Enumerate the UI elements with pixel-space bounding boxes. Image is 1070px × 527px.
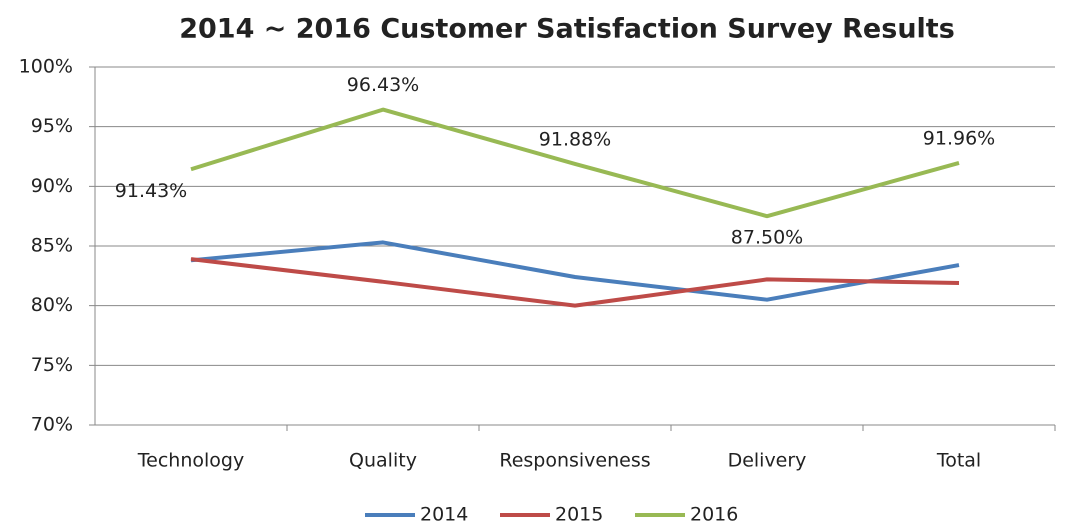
y-tick-label: 95% xyxy=(31,115,73,137)
data-label: 91.43% xyxy=(115,180,187,202)
data-label: 96.43% xyxy=(347,74,419,96)
x-tick-label: Delivery xyxy=(728,450,807,472)
chart-title: 2014 ~ 2016 Customer Satisfaction Survey… xyxy=(179,14,955,45)
legend-label: 2015 xyxy=(555,504,603,526)
x-tick-label: Technology xyxy=(137,450,244,472)
data-label: 87.50% xyxy=(731,227,803,249)
y-tick-label: 100% xyxy=(19,56,73,78)
series-line xyxy=(190,107,960,219)
data-label: 91.96% xyxy=(923,127,995,149)
y-tick-label: 90% xyxy=(31,175,73,197)
x-tick-label: Quality xyxy=(349,450,417,472)
y-tick-label: 80% xyxy=(31,294,73,316)
y-tick-label: 70% xyxy=(31,414,73,436)
series-line xyxy=(190,240,960,302)
x-tick-label: Total xyxy=(936,450,981,472)
legend-label: 2016 xyxy=(690,504,738,526)
x-tick-label: Responsiveness xyxy=(499,450,650,472)
legend-label: 2014 xyxy=(420,504,468,526)
y-tick-label: 75% xyxy=(31,354,73,376)
series-line xyxy=(190,257,960,308)
data-label: 91.88% xyxy=(539,128,611,150)
y-tick-label: 85% xyxy=(31,235,73,257)
